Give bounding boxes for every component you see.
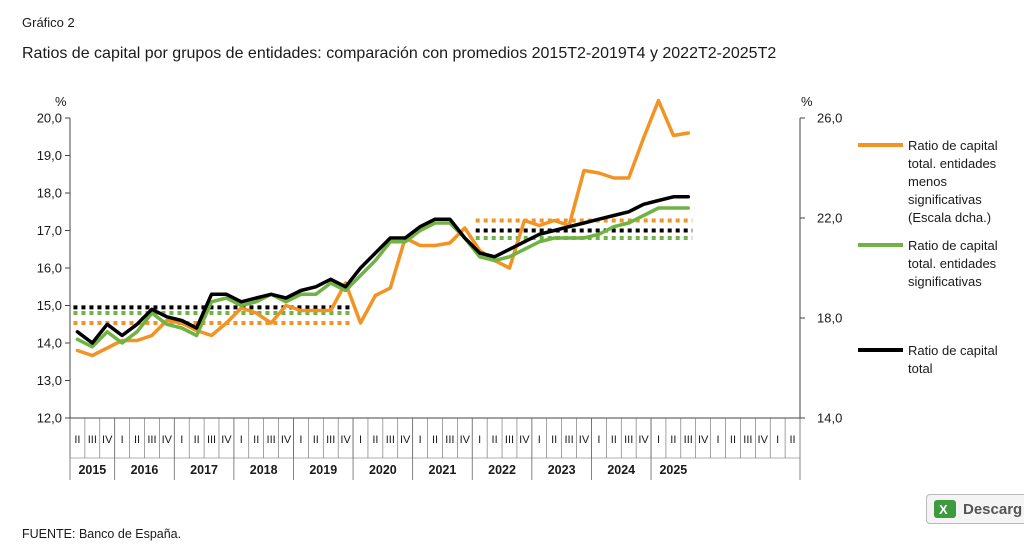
legend-label-line: significativas [908,274,982,289]
quarter-label: I [717,434,720,446]
quarter-label: II [551,434,557,446]
legend-label-line: total. entidades [908,156,997,171]
quarter-label: III [207,434,216,446]
right-axis-tick-label: 22,0 [817,211,842,226]
year-label: 2017 [190,463,218,477]
left-axis-tick-label: 15,0 [37,298,62,313]
year-label: 2022 [488,463,516,477]
left-axis-unit: % [55,94,67,109]
year-label: 2015 [78,463,106,477]
quarter-label: II [492,434,498,446]
year-label: 2018 [250,463,278,477]
source-note: FUENTE: Banco de España. [22,527,182,541]
left-axis-tick-label: 18,0 [37,186,62,201]
quarter-label: II [74,434,80,446]
year-label: 2019 [309,463,337,477]
left-axis-tick-label: 16,0 [37,261,62,276]
quarter-label: I [597,434,600,446]
right-axis-tick-label: 26,0 [817,111,842,126]
quarter-label: IV [102,434,113,446]
year-label: 2023 [548,463,576,477]
quarter-label: IV [281,434,292,446]
quarter-label: III [445,434,454,446]
series-line-green [75,206,691,349]
quarter-label: III [624,434,633,446]
legend-label-line: menos [908,174,948,189]
quarter-label: IV [400,434,411,446]
left-axis-tick-label: 14,0 [37,336,62,351]
legend-label-line: Ratio de capital [908,343,998,358]
download-label: Descarg [963,500,1023,518]
quarter-label: III [505,434,514,446]
quarter-label: IV [758,434,769,446]
quarter-label: IV [221,434,232,446]
quarter-label: I [240,434,243,446]
legend-label-line: total. entidades [908,256,997,271]
quarter-label: I [299,434,302,446]
right-axis-tick-label: 18,0 [817,311,842,326]
quarter-label: I [180,434,183,446]
quarter-label: I [121,434,124,446]
quarter-label: I [419,434,422,446]
legend-label-line: (Escala dcha.) [908,210,991,225]
quarter-label: III [743,434,752,446]
left-axis-tick-label: 20,0 [37,111,62,126]
quarter-label: II [611,434,617,446]
chart-title: Ratios de capital por grupos de entidade… [22,45,777,62]
right-axis-unit: % [801,94,813,109]
legend-label-line: Ratio de capital [908,238,998,253]
quarter-label: III [684,434,693,446]
year-label: 2025 [659,463,687,477]
quarter-label: III [326,434,335,446]
quarter-label: IV [698,434,709,446]
quarter-label: II [313,434,319,446]
series-line-black [75,195,691,345]
quarter-label: IV [162,434,173,446]
quarter-label: II [372,434,378,446]
quarter-label: II [194,434,200,446]
series-line-orange [75,98,691,358]
quarter-label: IV [460,434,471,446]
legend-label-line: Ratio de capital [908,138,998,153]
quarter-label: III [564,434,573,446]
quarter-label: II [253,434,259,446]
year-label: 2020 [369,463,397,477]
left-axis-tick-label: 17,0 [37,223,62,238]
left-axis-tick-label: 13,0 [37,373,62,388]
quarter-label: II [134,434,140,446]
quarter-label: I [359,434,362,446]
quarter-label: II [730,434,736,446]
quarter-label: IV [519,434,530,446]
quarter-label: III [386,434,395,446]
quarter-label: II [432,434,438,446]
quarter-label: IV [579,434,590,446]
year-label: 2024 [607,463,635,477]
quarter-label: III [88,434,97,446]
quarter-label: I [657,434,660,446]
excel-download-icon: X [933,499,957,519]
quarter-label: IV [340,434,351,446]
quarter-label: IV [638,434,649,446]
quarter-label: II [789,434,795,446]
left-axis-tick-label: 19,0 [37,148,62,163]
quarter-label: III [147,434,156,446]
quarter-label: I [538,434,541,446]
chart-label: Gráfico 2 [22,15,75,30]
legend-label-line: total [908,361,933,376]
quarter-label: I [478,434,481,446]
legend-label-line: significativas [908,192,982,207]
download-button[interactable]: X Descarg [926,494,1024,524]
quarter-label: II [670,434,676,446]
right-axis-tick-label: 14,0 [817,411,842,426]
left-axis-tick-label: 12,0 [37,411,62,426]
year-label: 2016 [131,463,159,477]
quarter-label: I [776,434,779,446]
year-label: 2021 [429,463,457,477]
quarter-label: III [267,434,276,446]
svg-text:X: X [939,502,948,517]
capital-ratio-chart: % % 20,0 19,0 18,0 17,0 16,0 15,0 14,0 13,0 12,0 26… [37,94,998,480]
